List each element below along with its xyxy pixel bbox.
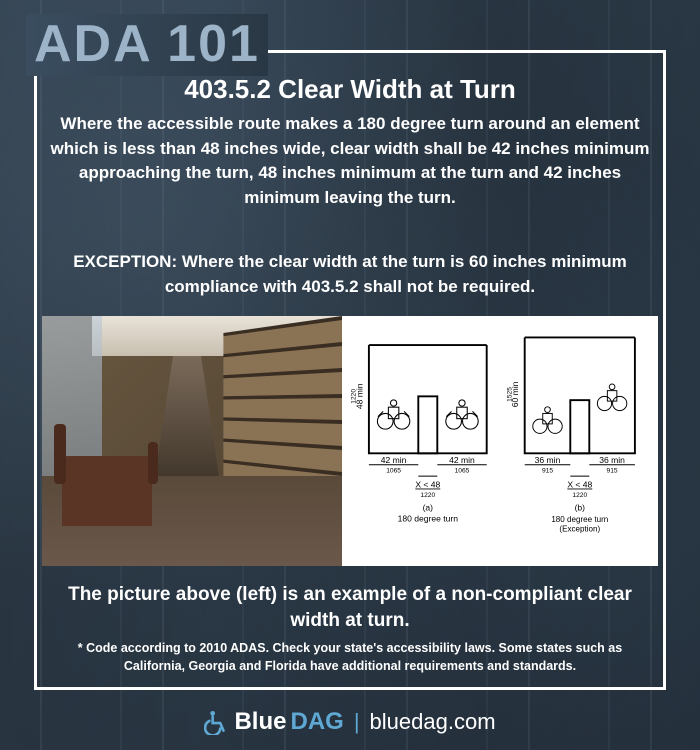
brand-logo: BlueDAG	[204, 708, 343, 736]
wheelchair-icon	[204, 709, 230, 735]
dim-left-a: 42 min	[381, 455, 407, 465]
footer: BlueDAG | bluedag.com	[0, 708, 700, 736]
footnote: * Code according to 2010 ADAS. Check you…	[54, 640, 646, 675]
brand-text-1: Blue	[234, 708, 286, 736]
dim-right-a-mm: 1065	[455, 467, 470, 474]
footer-separator: |	[354, 709, 360, 735]
dim-center-b: X < 48	[567, 480, 592, 490]
footer-url: bluedag.com	[370, 709, 496, 735]
poster-root: ADA 101 403.5.2 Clear Width at Turn Wher…	[0, 0, 700, 750]
wheelchair-icon	[533, 407, 562, 434]
sub-a: (a)	[423, 502, 434, 512]
dim-left-a-mm: 1065	[386, 467, 401, 474]
dim-right-a: 42 min	[449, 455, 475, 465]
wheelchair-icon	[377, 400, 409, 429]
example-photo	[42, 316, 342, 566]
turn-diagrams: 48 min 1220 42 min 1065 42 min 1065 X < …	[342, 316, 658, 566]
dim-right-b: 36 min	[599, 455, 625, 465]
label-b-1: 180 degree turn	[551, 515, 608, 524]
diagram-a: 48 min 1220 42 min 1065 42 min 1065 X < …	[351, 345, 487, 524]
dim-right-b-mm: 915	[607, 467, 618, 474]
figure-row: 48 min 1220 42 min 1065 42 min 1065 X < …	[42, 316, 658, 566]
dim-center-b-mm: 1220	[572, 492, 587, 499]
dim-left-b: 36 min	[535, 455, 561, 465]
photo-chair	[62, 456, 152, 526]
page-title: ADA 101	[26, 14, 268, 76]
brand-text-2: DAG	[290, 708, 343, 736]
photo-shelves	[223, 316, 342, 496]
diagram-b: 60 min 1525 36 min 915 36 min 915 X < 48…	[506, 337, 635, 533]
exception-text: EXCEPTION: Where the clear width at the …	[46, 250, 654, 299]
dim-center-a: X < 48	[415, 480, 440, 490]
figure-caption: The picture above (left) is an example o…	[60, 582, 640, 633]
wheelchair-icon	[446, 400, 478, 429]
diagram-svg: 48 min 1220 42 min 1065 42 min 1065 X < …	[348, 326, 652, 556]
dim-left-b-mm: 915	[542, 467, 553, 474]
dim-center-a-mm: 1220	[420, 492, 435, 499]
regulation-text: Where the accessible route makes a 180 d…	[50, 112, 650, 211]
label-a: 180 degree turn	[398, 514, 459, 524]
label-b-2: (Exception)	[559, 524, 600, 533]
wheelchair-icon	[597, 384, 626, 411]
sub-b: (b)	[575, 502, 586, 512]
dim-vert-b-mm: 1525	[506, 387, 513, 402]
section-code-title: 403.5.2 Clear Width at Turn	[0, 74, 700, 105]
photo-aisle	[152, 356, 222, 496]
dim-vert-a-mm: 1220	[351, 389, 358, 404]
